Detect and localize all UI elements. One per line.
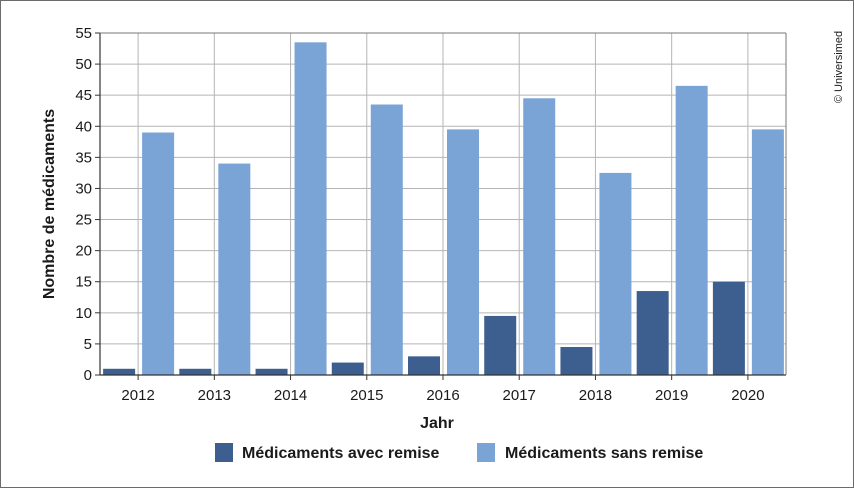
bar-with-discount-2012: [103, 368, 136, 375]
x-axis-title: Jahr: [420, 415, 454, 432]
bars: [103, 42, 784, 376]
bar-without-discount-2016: [447, 129, 479, 375]
legend-swatch-without-discount: [477, 443, 495, 462]
x-tick-labels: 2012 2013 2014 2015 2016 2017 2018 2019 2020: [121, 387, 764, 404]
bar-without-discount-2015: [370, 104, 403, 375]
bar-with-discount-2016: [408, 356, 440, 375]
x-tick-label: 2017: [503, 387, 536, 404]
y-tick-label: 10: [75, 305, 92, 322]
y-tick-label: 50: [75, 56, 92, 73]
y-tick-label: 20: [75, 243, 92, 260]
x-tick-label: 2019: [655, 387, 688, 404]
bar-with-discount-2017: [484, 315, 517, 375]
bar-without-discount-2017: [523, 98, 556, 376]
legend: Médicaments avec remise Médicaments sans…: [215, 443, 703, 462]
y-tick-label: 0: [84, 367, 92, 384]
bar-without-discount-2018: [599, 172, 632, 375]
bar-without-discount-2014: [294, 42, 327, 376]
y-tick-label: 25: [75, 212, 92, 229]
bar-with-discount-2020: [712, 281, 745, 375]
bar-with-discount-2013: [179, 368, 212, 375]
y-tick-label: 15: [75, 274, 92, 291]
x-tick-label: 2015: [350, 387, 383, 404]
copyright-notice: © Universimed: [833, 31, 845, 103]
y-tick-labels: 0 5 10 15 20 25 30 35 40 45 50 55: [75, 25, 92, 384]
x-tick-label: 2016: [426, 387, 459, 404]
y-tick-label: 5: [84, 336, 92, 353]
axes: [95, 32, 787, 380]
bar-without-discount-2020: [751, 129, 784, 375]
bar-without-discount-2012: [142, 132, 175, 375]
legend-swatch-with-discount: [215, 443, 233, 462]
x-tick-label: 2020: [731, 387, 764, 404]
legend-label-with-discount: Médicaments avec remise: [242, 445, 440, 462]
bar-without-discount-2019: [675, 85, 708, 375]
x-tick-label: 2012: [121, 387, 154, 404]
y-tick-label: 35: [75, 149, 92, 166]
y-tick-label: 40: [75, 118, 92, 135]
y-tick-label: 45: [75, 87, 92, 104]
y-tick-label: 55: [75, 25, 92, 42]
x-tick-label: 2014: [274, 387, 307, 404]
y-axis-title: Nombre de médicaments: [41, 109, 58, 299]
bar-without-discount-2013: [218, 163, 251, 375]
bar-with-discount-2015: [331, 362, 364, 375]
bar-with-discount-2018: [560, 347, 593, 375]
bar-with-discount-2019: [636, 291, 669, 375]
y-tick-label: 30: [75, 180, 92, 197]
bar-with-discount-2014: [255, 368, 288, 375]
x-tick-label: 2013: [198, 387, 231, 404]
legend-label-without-discount: Médicaments sans remise: [505, 445, 703, 462]
x-tick-label: 2018: [579, 387, 612, 404]
